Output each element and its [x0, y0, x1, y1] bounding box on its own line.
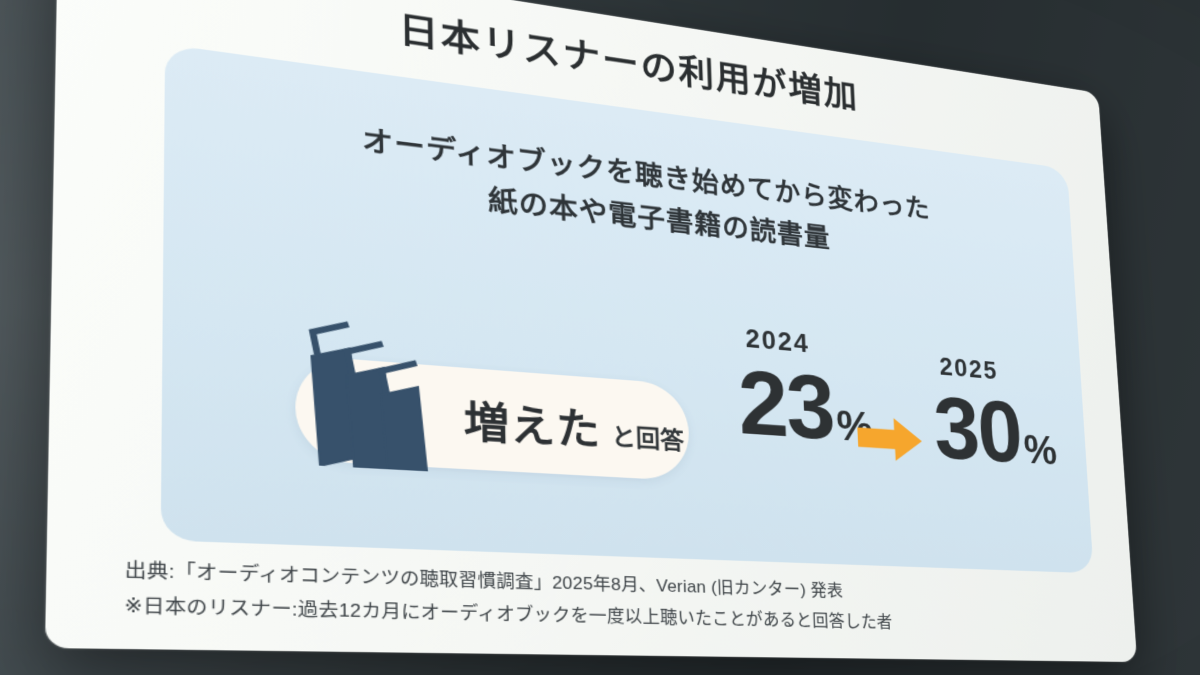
stat-panel: オーディオブックを聴き始めてから変わった 紙の本や電子書籍の読書量 [160, 44, 1097, 574]
right-arrow-icon [856, 415, 923, 463]
books-icon [302, 305, 449, 473]
answer-label: 増えた [463, 396, 602, 454]
answer-suffix: と回答 [611, 423, 685, 455]
answer-pill: 増えた と回答 [295, 355, 691, 482]
answer-text: 増えた と回答 [463, 368, 684, 481]
stat-value-after: 30 [931, 378, 1024, 481]
stat-2025: 2025 30 % [930, 352, 1097, 483]
stat-value-before: 23 [736, 350, 836, 459]
presentation-slide: 日本リスナーの利用が増加 オーディオブックを聴き始めてから変わった 紙の本や電子… [44, 0, 1138, 663]
stat-unit-after: % [1022, 427, 1059, 474]
